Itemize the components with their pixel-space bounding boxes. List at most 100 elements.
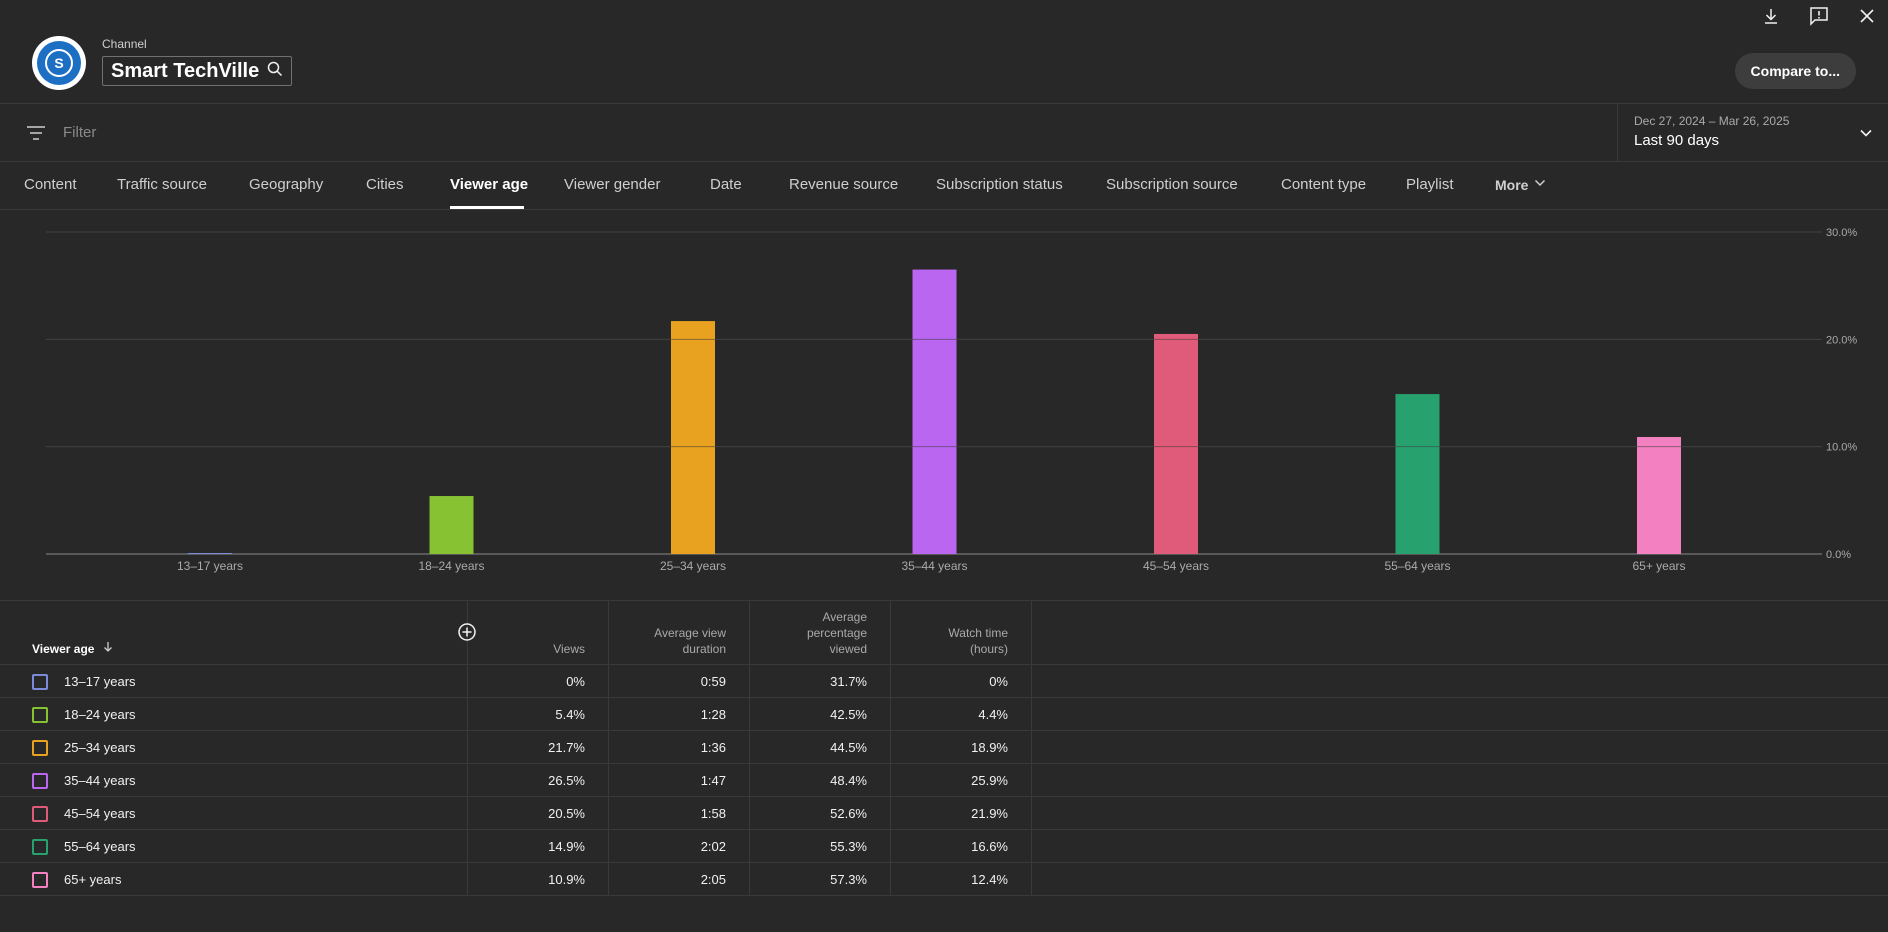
row-color-checkbox[interactable] bbox=[32, 806, 48, 822]
row-age-label: 35–44 years bbox=[64, 773, 136, 788]
row-avg-duration: 2:02 bbox=[700, 839, 726, 854]
tab-revenue-source[interactable]: Revenue source bbox=[789, 176, 899, 193]
row-age-label: 13–17 years bbox=[64, 674, 136, 689]
tab-more-label: More bbox=[1495, 176, 1529, 193]
header-watch-time[interactable]: Watch time (hours) bbox=[948, 625, 1008, 657]
filter-input[interactable]: Filter bbox=[63, 124, 97, 141]
header-avg-view-duration-line2: duration bbox=[682, 642, 726, 656]
row-watch-time: 25.9% bbox=[971, 773, 1008, 788]
x-tick-label: 18–24 years bbox=[418, 559, 484, 573]
header-avg-view-duration[interactable]: Average view duration bbox=[654, 625, 726, 657]
row-avg-pct: 31.7% bbox=[830, 674, 867, 689]
tab-viewer-age[interactable]: Viewer age bbox=[450, 176, 529, 193]
download-icon[interactable] bbox=[1759, 4, 1783, 28]
row-avg-duration: 1:47 bbox=[700, 773, 726, 788]
header-viewer-age[interactable]: Viewer age bbox=[32, 641, 114, 657]
close-icon[interactable] bbox=[1855, 4, 1879, 28]
row-age-label: 45–54 years bbox=[64, 806, 136, 821]
header-avg-pct-line1: Average bbox=[822, 610, 867, 624]
channel-selector[interactable]: Smart TechVille bbox=[102, 56, 293, 86]
row-watch-time: 12.4% bbox=[971, 872, 1008, 887]
table-row: 13–17 years 0% 0:59 31.7% 0% bbox=[0, 665, 1888, 698]
row-watch-time: 0% bbox=[989, 674, 1008, 689]
chart-bar bbox=[1637, 437, 1681, 554]
row-color-checkbox[interactable] bbox=[32, 740, 48, 756]
date-preset-text: Last 90 days bbox=[1634, 132, 1720, 149]
header-avg-percentage-viewed[interactable]: Average percentage viewed bbox=[807, 609, 867, 657]
row-age-label: 25–34 years bbox=[64, 740, 136, 755]
table-row: 65+ years 10.9% 2:05 57.3% 12.4% bbox=[0, 863, 1888, 896]
tab-subscription-source[interactable]: Subscription source bbox=[1106, 176, 1238, 193]
table-row: 55–64 years 14.9% 2:02 55.3% 16.6% bbox=[0, 830, 1888, 863]
y-tick-label: 0.0% bbox=[1826, 549, 1851, 561]
chart-bar bbox=[912, 269, 957, 554]
date-range-selector[interactable]: Dec 27, 2024 – Mar 26, 2025 Last 90 days bbox=[1617, 104, 1888, 162]
row-age-label: 65+ years bbox=[64, 872, 122, 887]
row-views: 26.5% bbox=[548, 773, 585, 788]
sort-arrow-down-icon bbox=[102, 641, 114, 657]
channel-avatar: S bbox=[32, 36, 86, 90]
compare-button[interactable]: Compare to... bbox=[1734, 53, 1856, 89]
channel-label: Channel bbox=[102, 37, 147, 51]
header-avg-view-duration-line1: Average view bbox=[654, 626, 726, 640]
chart-bar bbox=[1395, 394, 1440, 554]
row-views: 0% bbox=[566, 674, 585, 689]
column-divider bbox=[749, 601, 750, 895]
tab-more[interactable]: More bbox=[1495, 176, 1547, 193]
tab-viewer-gender[interactable]: Viewer gender bbox=[564, 176, 661, 193]
row-views: 14.9% bbox=[548, 839, 585, 854]
row-avg-pct: 48.4% bbox=[830, 773, 867, 788]
chart-bar bbox=[429, 496, 474, 554]
channel-logo: S bbox=[37, 41, 81, 85]
row-avg-duration: 0:59 bbox=[700, 674, 726, 689]
row-avg-duration: 1:28 bbox=[700, 707, 726, 722]
y-tick-label: 10.0% bbox=[1826, 442, 1857, 454]
search-icon[interactable] bbox=[267, 61, 283, 82]
chart-bar bbox=[671, 321, 715, 554]
tab-date[interactable]: Date bbox=[710, 176, 742, 193]
header-avg-pct-line2: percentage bbox=[806, 626, 867, 640]
row-color-checkbox[interactable] bbox=[32, 839, 48, 855]
chart-bar bbox=[1154, 333, 1198, 554]
svg-text:S: S bbox=[54, 55, 63, 71]
dimension-tabs: Content Traffic source Geography Cities … bbox=[0, 162, 1888, 210]
feedback-icon[interactable] bbox=[1807, 4, 1831, 28]
row-avg-pct: 55.3% bbox=[830, 839, 867, 854]
tab-playlist[interactable]: Playlist bbox=[1406, 176, 1454, 193]
viewer-age-chart: 0.0% 10.0% 20.0% 30.0% 13–17 years 18–24 year… bbox=[0, 210, 1888, 600]
header-watch-time-line2: (hours) bbox=[969, 642, 1008, 656]
filter-icon[interactable] bbox=[26, 124, 46, 147]
row-views: 5.4% bbox=[555, 707, 585, 722]
add-column-icon[interactable] bbox=[458, 623, 476, 641]
tab-subscription-status[interactable]: Subscription status bbox=[936, 176, 1063, 193]
chevron-down-icon bbox=[1858, 125, 1874, 146]
row-avg-pct: 44.5% bbox=[830, 740, 867, 755]
column-divider bbox=[890, 601, 891, 895]
row-color-checkbox[interactable] bbox=[32, 674, 48, 690]
filter-bar: Filter Dec 27, 2024 – Mar 26, 2025 Last … bbox=[0, 104, 1888, 162]
active-tab-indicator bbox=[450, 206, 524, 209]
row-watch-time: 16.6% bbox=[971, 839, 1008, 854]
table-row: 25–34 years 21.7% 1:36 44.5% 18.9% bbox=[0, 731, 1888, 764]
row-color-checkbox[interactable] bbox=[32, 872, 48, 888]
tab-content[interactable]: Content bbox=[24, 176, 77, 193]
tab-traffic-source[interactable]: Traffic source bbox=[117, 176, 208, 193]
date-range-text: Dec 27, 2024 – Mar 26, 2025 bbox=[1634, 114, 1790, 128]
table-row: 45–54 years 20.5% 1:58 52.6% 21.9% bbox=[0, 797, 1888, 830]
header-views[interactable]: Views bbox=[553, 642, 585, 656]
row-avg-duration: 1:36 bbox=[700, 740, 726, 755]
header-watch-time-line1: Watch time bbox=[948, 626, 1008, 640]
row-color-checkbox[interactable] bbox=[32, 773, 48, 789]
row-color-checkbox[interactable] bbox=[32, 707, 48, 723]
tab-content-type[interactable]: Content type bbox=[1281, 176, 1367, 193]
tab-geography[interactable]: Geography bbox=[249, 176, 324, 193]
x-tick-label: 65+ years bbox=[1632, 559, 1685, 573]
table-row: 35–44 years 26.5% 1:47 48.4% 25.9% bbox=[0, 764, 1888, 797]
bar-chart-svg: 0.0% 10.0% 20.0% 30.0% 13–17 years 18–24 year… bbox=[46, 227, 1857, 573]
y-tick-label: 30.0% bbox=[1826, 227, 1857, 239]
column-divider bbox=[608, 601, 609, 895]
row-avg-pct: 57.3% bbox=[830, 872, 867, 887]
tab-cities[interactable]: Cities bbox=[366, 176, 404, 193]
header-viewer-age-label: Viewer age bbox=[32, 642, 95, 656]
row-views: 21.7% bbox=[548, 740, 585, 755]
